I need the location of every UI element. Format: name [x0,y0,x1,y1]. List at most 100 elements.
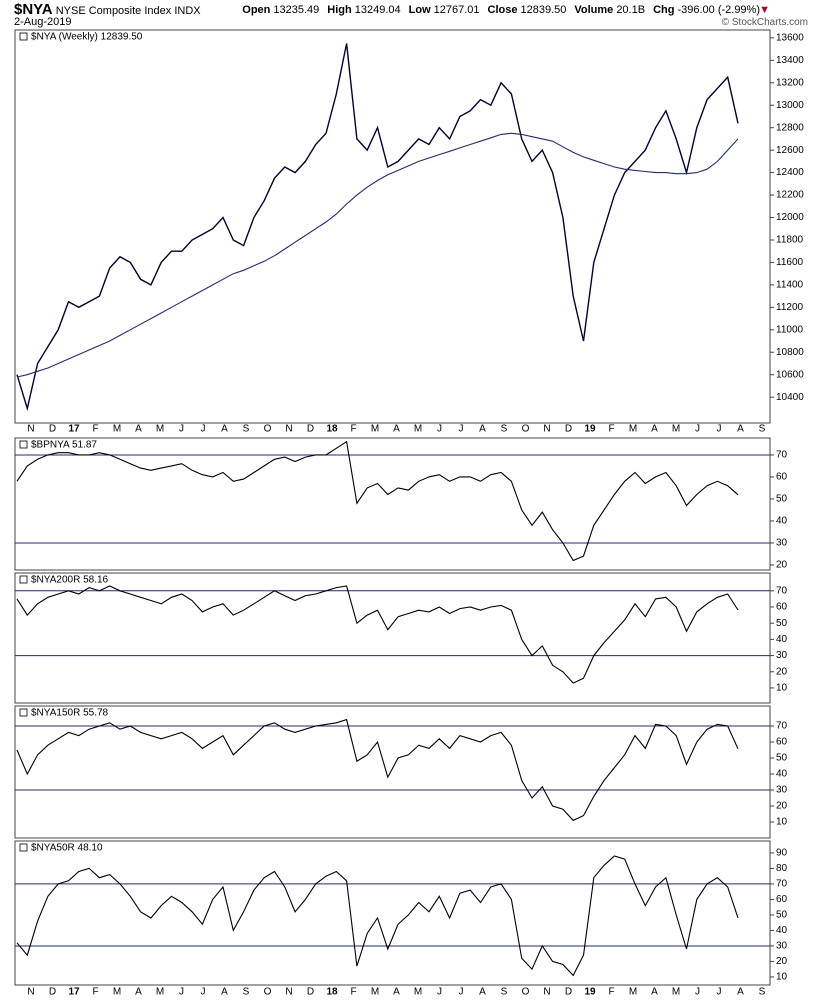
x-tick-label: S [501,424,508,435]
y-tick-label: 20 [776,801,788,812]
symbol: $NYA [14,1,53,18]
x-tick-label: A [221,987,228,998]
y-tick-label: 60 [776,737,788,748]
quote-value: 12767.01 [433,4,480,16]
x-tick-label: N [543,987,550,998]
x-tick-label: N [27,987,34,998]
y-tick-label: 60 [776,602,788,613]
series-line [16,585,739,684]
x-tick-label: S [243,424,250,435]
x-tick-label: J [717,987,722,998]
y-tick-label: 10400 [776,392,804,403]
y-tick-label: 60 [776,472,788,483]
x-tick-label: M [371,424,379,435]
x-tick-label: A [737,987,744,998]
x-tick-label: S [501,987,508,998]
panel-title: $BPNYA 51.87 [31,440,97,451]
x-tick-label: S [759,424,766,435]
down-arrow: ▼ [759,4,770,16]
x-tick-label: O [264,424,272,435]
x-tick-label: M [113,424,121,435]
y-tick-label: 11800 [776,235,804,246]
y-tick-label: 12600 [776,145,804,156]
quote-label: Volume [574,4,614,16]
y-tick-label: 90 [776,848,788,859]
x-tick-label: J [437,424,442,435]
x-tick-label: 18 [326,987,338,998]
x-tick-label: O [522,424,530,435]
y-tick-label: 20 [776,560,788,571]
y-tick-label: 11600 [776,257,804,268]
panel-icon [19,708,28,717]
panel-title: $NYA200R 58.16 [31,575,109,586]
x-tick-label: M [156,424,164,435]
x-tick-label: D [565,424,572,435]
x-tick-label: F [608,424,614,435]
panel-title: $NYA50R 48.10 [31,843,103,854]
y-tick-label: 50 [776,618,788,629]
x-tick-label: J [201,987,206,998]
x-tick-label: N [285,424,292,435]
quote-value: 13235.49 [273,4,320,16]
x-tick-label: O [264,987,272,998]
x-tick-label: N [27,424,34,435]
x-tick-label: M [629,424,637,435]
x-tick-label: J [201,424,206,435]
x-tick-label: F [608,987,614,998]
date: 2-Aug-2019 [14,16,72,28]
x-tick-label: A [651,987,658,998]
x-tick-label: D [49,424,56,435]
x-tick-label: F [92,987,98,998]
y-tick-label: 40 [776,516,788,527]
panel-frame [14,572,771,704]
y-tick-label: 20 [776,666,788,677]
x-tick-label: F [350,424,356,435]
x-tick-label: N [543,424,550,435]
y-tick-label: 70 [776,879,788,890]
y-tick-label: 30 [776,650,788,661]
y-tick-label: 40 [776,634,788,645]
x-tick-label: M [113,987,121,998]
x-tick-label: A [221,424,228,435]
y-tick-label: 50 [776,494,788,505]
series-line [16,440,739,562]
y-tick-label: 40 [776,769,788,780]
x-tick-label: J [459,987,464,998]
x-tick-label: A [479,424,486,435]
y-tick-label: 10 [776,817,788,828]
x-tick-label: S [243,987,250,998]
y-tick-label: 11400 [776,280,804,291]
x-tick-label: 18 [326,424,338,435]
quote-value: 12839.50 [520,4,567,16]
x-tick-label: A [135,987,142,998]
quote-label: Chg [653,4,675,16]
x-tick-label: F [92,424,98,435]
x-tick-label: M [672,424,680,435]
y-tick-label: 20 [776,956,788,967]
y-tick-label: 12000 [776,212,804,223]
x-tick-label: J [437,987,442,998]
x-tick-label: J [695,424,700,435]
x-tick-label: M [672,987,680,998]
y-tick-label: 30 [776,785,788,796]
x-tick-label: D [565,987,572,998]
x-tick-label: A [737,424,744,435]
panel-icon [19,843,28,852]
x-tick-label: M [371,987,379,998]
x-tick-label: J [179,424,184,435]
y-tick-label: 13600 [776,33,804,44]
y-tick-label: 30 [776,538,788,549]
y-tick-label: 80 [776,863,788,874]
y-tick-label: 70 [776,721,788,732]
y-tick-label: 12400 [776,167,804,178]
x-tick-label: N [285,987,292,998]
x-tick-label: D [49,987,56,998]
x-tick-label: A [651,424,658,435]
x-tick-label: 19 [584,987,596,998]
x-tick-label: J [459,424,464,435]
y-tick-label: 30 [776,941,788,952]
y-tick-label: 12800 [776,122,804,133]
y-tick-label: 50 [776,753,788,764]
y-tick-label: 11000 [776,324,804,335]
